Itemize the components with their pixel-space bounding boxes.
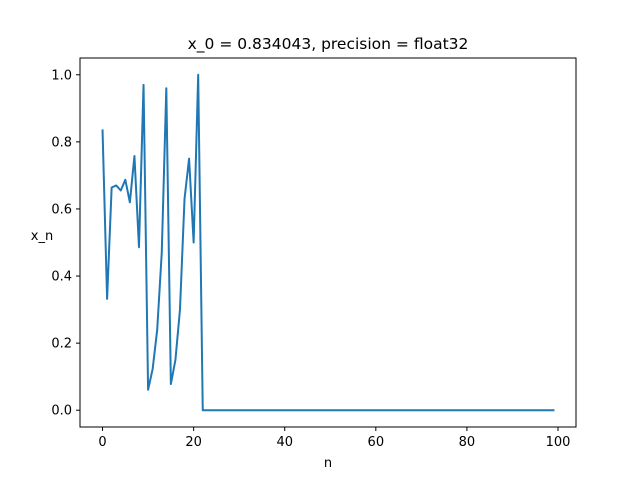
y-axis-ticks: 0.0 0.2 0.4 0.6 0.8 1.0	[51, 68, 80, 419]
y-tick-label: 0.8	[51, 135, 72, 150]
x-tick-label: 20	[185, 435, 202, 450]
axes-frame	[79, 57, 577, 428]
y-tick-label: 0.2	[51, 337, 72, 352]
y-axis-label: x_n	[31, 229, 53, 244]
y-tick-label: 1.0	[51, 68, 72, 83]
y-tick-label: 0.0	[51, 404, 72, 419]
x-tick-label: 40	[276, 435, 293, 450]
x-tick-label: 60	[368, 435, 385, 450]
y-tick-label: 0.4	[51, 270, 72, 285]
x-axis-label: n	[324, 456, 332, 471]
x-tick-label: 0	[98, 435, 106, 450]
x-tick-label: 100	[546, 435, 571, 450]
chart-title: x_0 = 0.834043, precision = float32	[188, 35, 469, 54]
series-line	[101, 73, 555, 412]
x-tick-label: 80	[459, 435, 476, 450]
plot-area	[101, 73, 555, 412]
y-tick-label: 0.6	[51, 202, 72, 217]
x-axis-ticks: 0 20 40 60 80 100	[98, 427, 570, 450]
